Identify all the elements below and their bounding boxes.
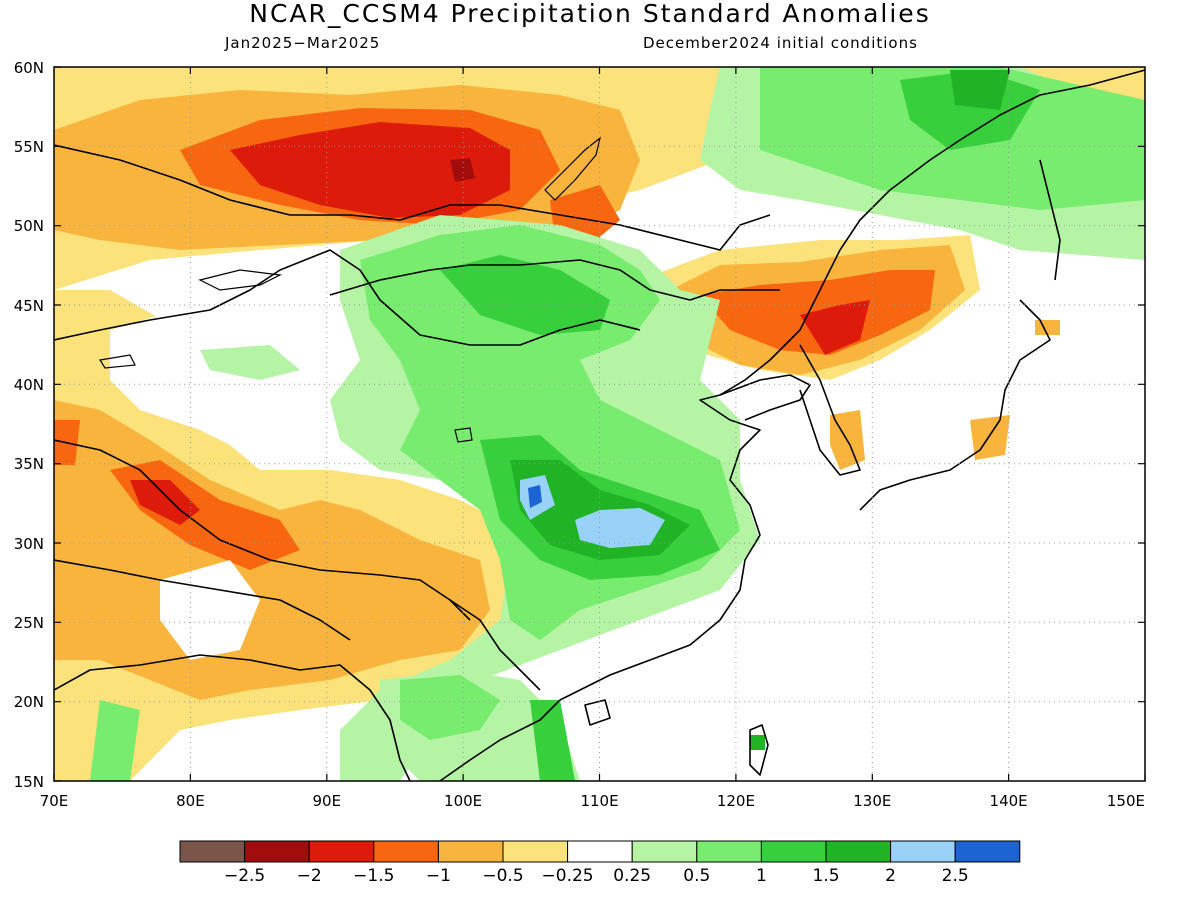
colorbar-swatch [502, 840, 569, 863]
coastline-japan [859, 299, 1051, 511]
colorbar-label: −2.5 [224, 866, 265, 886]
colorbar-swatch [373, 840, 439, 863]
lat-tick-label: 20N [14, 693, 44, 711]
anomaly-zone-neutral-south [160, 560, 260, 660]
lon-tick-label: 70E [40, 792, 69, 810]
coastline-indochina [439, 699, 561, 781]
lon-tick-label: 150E [1107, 792, 1145, 810]
coastline-korea [799, 344, 861, 476]
colorbar-swatch [696, 840, 762, 863]
coastline-japan-sea [559, 69, 1145, 701]
colorbar-swatch [308, 840, 375, 863]
lat-tick-label: 25N [14, 614, 44, 632]
lon-tick-label: 90E [313, 792, 342, 810]
axis-ticks [53, 66, 1146, 782]
anomaly-zone-sichuan-wet-blue [528, 485, 542, 508]
lakes [99, 136, 601, 443]
coastline-sakhalin [1039, 159, 1061, 281]
colorbar-swatch [244, 840, 310, 863]
lat-tick-label: 30N [14, 535, 44, 553]
colorbar-swatch [954, 840, 1021, 863]
colorbar-label: −1.5 [353, 866, 394, 886]
lat-tick-label: 45N [14, 297, 44, 315]
colorbar-label: −1 [426, 866, 451, 886]
lat-tick-label: 15N [14, 773, 44, 791]
coastlines [54, 69, 1145, 781]
border-china-west [54, 249, 641, 346]
initial-conditions: December2024 initial conditions [643, 34, 918, 52]
lake-issyk-kul [99, 354, 136, 369]
colorbar-label: 2 [885, 866, 896, 886]
lon-tick-label: 130E [853, 792, 891, 810]
lon-tick-label: 100E [444, 792, 482, 810]
gridlines [54, 67, 1145, 781]
lon-tick-label: 80E [176, 792, 205, 810]
lon-tick-label: 110E [580, 792, 618, 810]
lon-tick-label: 140E [990, 792, 1028, 810]
longitude-labels: 70E 80E 90E 100E 110E 120E 130E 140E 150… [40, 792, 1145, 810]
lake-baikal [544, 136, 601, 201]
colorbar-swatch [437, 840, 504, 863]
colorbar-label: 0.5 [683, 866, 710, 886]
anomaly-zone-west-wet [90, 700, 140, 781]
colorbar-label: −2 [297, 866, 322, 886]
lat-tick-label: 60N [14, 59, 44, 77]
coastline-taiwan [749, 724, 769, 776]
colorbar-swatch [179, 840, 246, 863]
colorbar-swatch [567, 840, 633, 863]
border-mongolia-china [329, 259, 780, 301]
coastline-bay-of-bengal [54, 654, 411, 781]
anomaly-zone-north-wet-dark [950, 70, 1010, 110]
colorbar-label: −0.5 [482, 866, 523, 886]
anomaly-zone-mongolia-wet-medium [440, 255, 610, 335]
coastline-bohai [719, 374, 811, 421]
anomaly-zone-central-wet-lightblue [575, 508, 665, 548]
colorbar-label: 1 [756, 866, 767, 886]
map-title: NCAR_CCSM4 Precipitation Standard Anomal… [249, 0, 931, 28]
anomaly-zone-siberia-darkred [450, 158, 475, 182]
colorbar-label: 0.25 [613, 866, 651, 886]
anomaly-zone-south-wet-medium [530, 700, 575, 781]
colorbar-label: 2.5 [942, 866, 969, 886]
colorbar-swatch [825, 840, 892, 863]
colorbar-swatch [760, 840, 827, 863]
anomaly-zone-manchuria-red [800, 300, 870, 355]
lat-tick-label: 40N [14, 376, 44, 394]
coastline-hainan [584, 699, 611, 726]
anomaly-zone-indochina-wet [400, 675, 500, 740]
colorbar-swatch [631, 840, 698, 863]
border-indochina [449, 599, 541, 691]
border-russia-mongolia [54, 144, 771, 251]
anomaly-zone-west-wet-light [200, 345, 300, 380]
lon-tick-label: 120E [717, 792, 755, 810]
lat-tick-label: 50N [14, 217, 44, 235]
border-himalaya [54, 439, 471, 621]
colorbar-label: 1.5 [812, 866, 839, 886]
latitude-labels: 60N 55N 50N 45N 40N 35N 30N 25N 20N 15N [14, 59, 44, 791]
lake-balkhash [198, 269, 283, 291]
lat-tick-label: 35N [14, 455, 44, 473]
colorbar-label: −0.25 [542, 866, 594, 886]
colorbar-swatch [890, 840, 956, 863]
anomaly-zone-taiwan-wet-dark [750, 735, 765, 750]
colorbar: −2.5 −2 −1.5 −1 −0.5 −0.25 0.25 0.5 1 1.5 2 2.5 [179, 840, 1021, 886]
border-india-south [54, 559, 351, 641]
anomaly-zone-hokkaido-dry [1035, 320, 1060, 335]
anomaly-zone-himalaya-red [130, 480, 200, 525]
lake-qinghai [454, 427, 473, 443]
lat-tick-label: 55N [14, 138, 44, 156]
forecast-period: Jan2025−Mar2025 [225, 34, 381, 52]
anomaly-field [54, 67, 1145, 781]
